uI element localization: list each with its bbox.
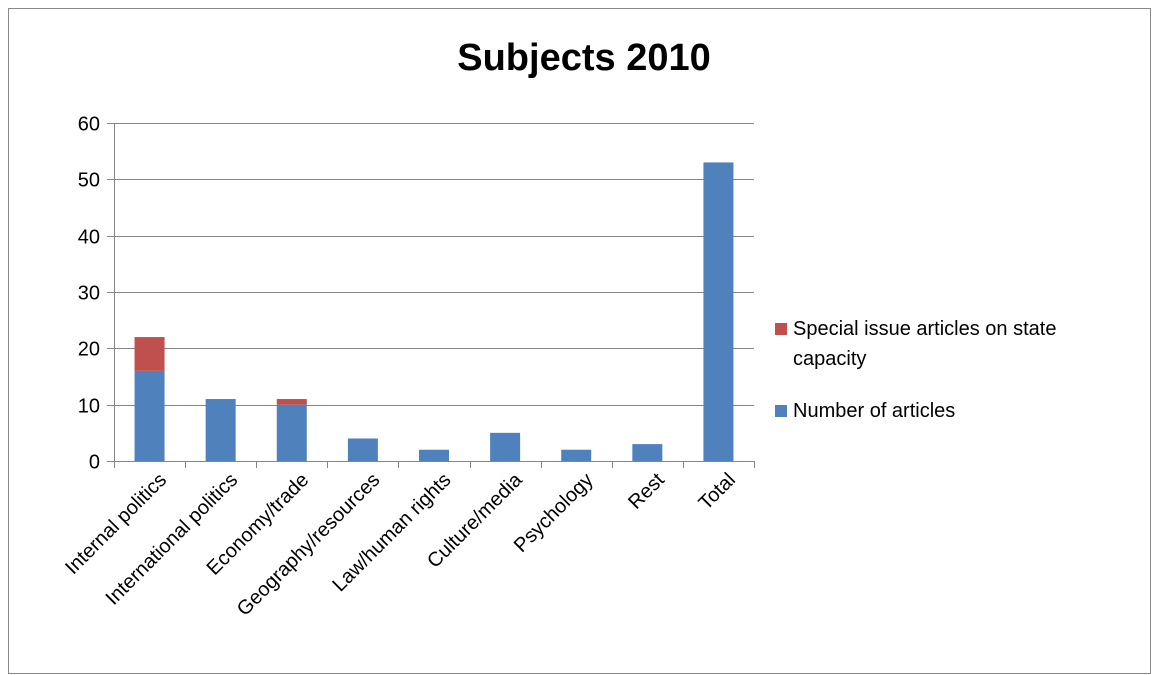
- bar: [205, 399, 236, 461]
- legend-item: Special issue articles on state capacity: [775, 318, 1056, 370]
- x-category-label: Geography/resources: [233, 469, 385, 621]
- x-category-label: Total: [695, 469, 740, 514]
- bar: [347, 438, 378, 461]
- bar: [134, 337, 165, 371]
- x-category-label: Law/human rights: [328, 469, 455, 596]
- legend-item: Number of articles: [775, 400, 955, 422]
- bars: [134, 162, 734, 461]
- bar: [490, 432, 521, 461]
- bar: [276, 404, 307, 461]
- legend: Special issue articles on state capacity N…: [775, 318, 1056, 422]
- y-tick-label: 60: [78, 114, 100, 136]
- y-tick-label: 40: [78, 227, 100, 249]
- bar: [134, 370, 165, 461]
- legend-label: Number of articles: [793, 400, 955, 422]
- axes: [107, 123, 755, 468]
- y-tick-label: 0: [89, 452, 100, 474]
- legend-label: capacity: [793, 348, 866, 370]
- y-tick-label: 50: [78, 170, 100, 192]
- legend-swatch: [775, 405, 787, 417]
- x-category-label: Rest: [624, 469, 669, 514]
- chart-title: Subjects 2010: [457, 37, 710, 79]
- bar: [561, 449, 592, 461]
- bar: [703, 162, 734, 461]
- y-tick-label: 20: [78, 339, 100, 361]
- legend-label: Special issue articles on state: [793, 318, 1056, 340]
- bar: [632, 444, 663, 461]
- legend-swatch: [775, 323, 787, 335]
- bar: [419, 449, 449, 461]
- x-category-label: International politics: [102, 469, 243, 610]
- y-tick-label: 30: [78, 283, 100, 305]
- gridlines: [114, 123, 754, 406]
- bar: [276, 399, 307, 405]
- chart-area: Subjects 2010 0 10 20 30 40 50 60 Internal poli…: [8, 8, 1151, 674]
- y-tick-label: 10: [78, 396, 100, 418]
